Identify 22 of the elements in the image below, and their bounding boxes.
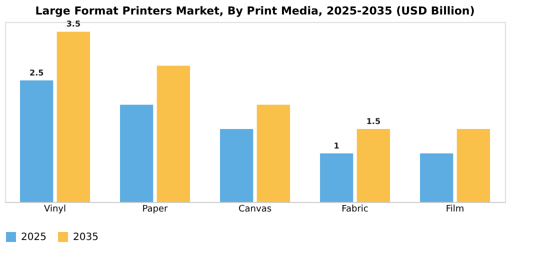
bar [156,66,190,202]
chart-title: Large Format Printers Market, By Print Media, 2025-2035 (USD Billion) [35,4,475,18]
x-tick-label: Film [446,204,464,214]
legend-label: 2035 [73,232,98,243]
bar [456,129,490,202]
bar [320,153,354,202]
data-label: 1.5 [366,117,381,126]
x-tick-label: Fabric [342,204,368,214]
data-label: 1 [334,141,340,150]
legend-label: 2025 [21,232,46,243]
bar [56,32,90,202]
x-tick-label: Paper [142,204,168,214]
x-tick-label: Vinyl [44,204,66,214]
data-label: 2.5 [29,68,44,78]
bar [220,129,254,202]
x-tick-label: Canvas [238,204,272,214]
bar [120,104,154,202]
bar [356,129,390,202]
bar [20,80,54,202]
data-label: 3.5 [66,20,81,29]
bar [420,153,454,202]
bar [256,104,290,202]
